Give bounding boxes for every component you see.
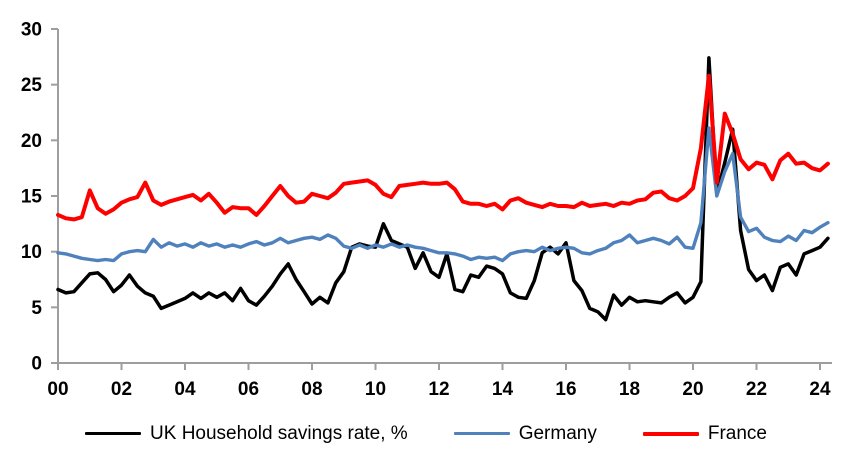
x-tick-label: 06 [238, 379, 259, 400]
y-tick-label: 5 [31, 298, 42, 319]
y-tick-label: 25 [21, 75, 43, 96]
germany-line-swatch [453, 431, 510, 436]
x-tick-label: 08 [301, 379, 322, 400]
x-tick-label: 02 [111, 379, 132, 400]
y-tick-label: 20 [21, 131, 42, 152]
chart-legend: UK Household savings rate, % Germany Fra… [0, 424, 852, 443]
x-tick-label: 24 [809, 379, 831, 400]
x-tick-label: 22 [746, 379, 767, 400]
uk-line-swatch [85, 431, 142, 436]
y-tick-label: 0 [31, 354, 42, 375]
series-line-germany [56, 126, 830, 263]
legend-label-uk: UK Household savings rate, % [150, 423, 408, 444]
x-tick-label: 14 [492, 379, 514, 400]
x-tick-label: 12 [428, 379, 449, 400]
series-line-france [56, 73, 830, 222]
france-line-swatch [642, 431, 699, 436]
savings-rate-chart: 0 5 10 15 20 25 30 00 02 04 06 08 10 12 14 16 18 20 22 24 [21, 20, 832, 400]
y-tick-label: 10 [21, 242, 42, 263]
legend-item-uk: UK Household savings rate, % [85, 424, 408, 443]
series-line-uk [56, 56, 830, 322]
x-tick-label: 18 [619, 379, 640, 400]
legend-item-germany: Germany [453, 423, 597, 444]
x-tick-label: 20 [682, 379, 703, 400]
x-tick-label: 00 [47, 379, 68, 400]
legend-label-germany: Germany [518, 423, 597, 444]
x-tick-label: 16 [555, 379, 576, 400]
legend-item-france: France [642, 423, 767, 444]
x-tick-label: 04 [174, 379, 196, 400]
legend-label-france: France [707, 423, 767, 444]
x-tick-label: 10 [365, 379, 386, 400]
y-tick-label: 15 [21, 187, 43, 208]
y-tick-label: 30 [21, 20, 42, 41]
